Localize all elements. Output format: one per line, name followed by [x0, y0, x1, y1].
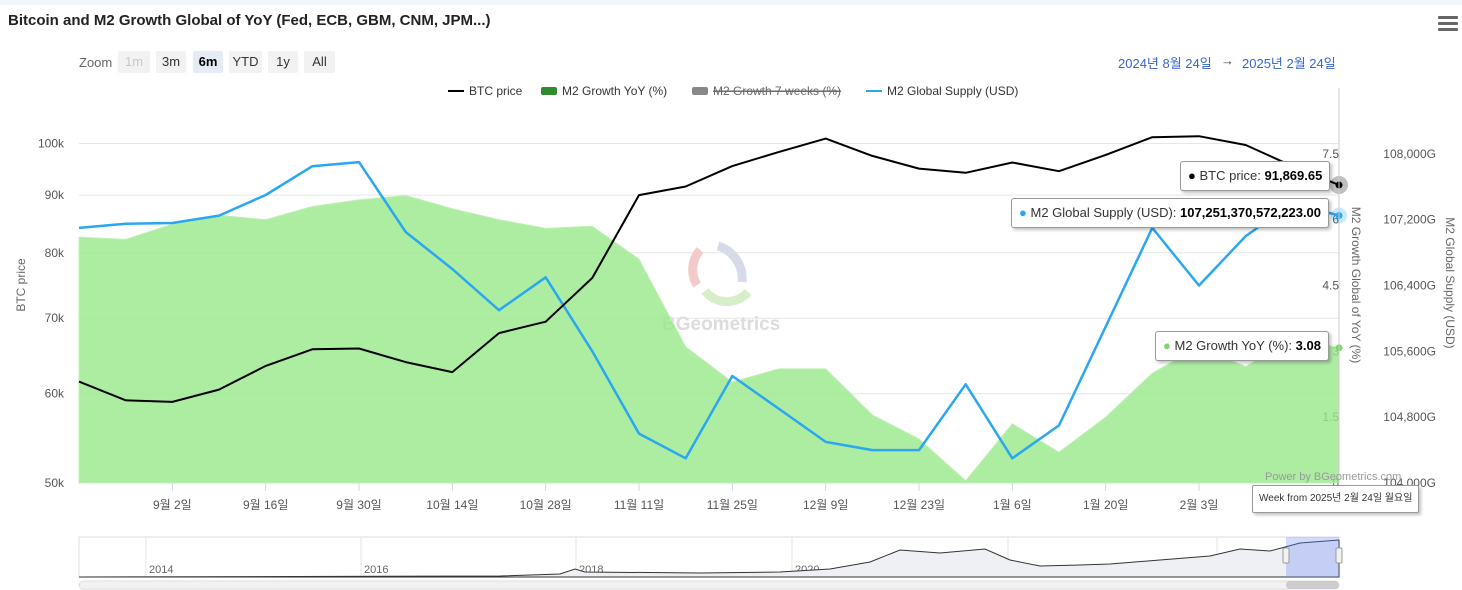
x-axis-tick-label: 12월 23일: [893, 498, 945, 512]
tooltip-date: Week from 2025년 2월 24일 월요일: [1252, 485, 1420, 513]
x-axis-tick-label: 2월 3일: [1180, 498, 1219, 512]
x-axis-tick-label: 9월 30일: [336, 498, 381, 512]
navigator-selection: [1286, 537, 1339, 577]
supply-axis-title: M2 Global Supply (USD): [1443, 217, 1457, 348]
watermark-text: BGeometrics: [662, 314, 781, 335]
series-m2-growth-area: [78, 194, 1340, 484]
btc-axis-tick-label: 80k: [45, 246, 65, 260]
tooltip-growth-dot-icon: ●: [1163, 338, 1171, 353]
navigator-series: [78, 539, 1340, 578]
navigator-year-label: 2016: [364, 564, 388, 576]
x-axis-tick-label: 11월 11일: [614, 498, 664, 512]
btc-axis-tick-label: 100k: [38, 137, 65, 151]
legend-item[interactable]: M2 Global Supply (USD): [866, 84, 1018, 98]
series-btc-line: [78, 135, 1340, 403]
tooltip-supply-dot-icon: ●: [1019, 205, 1027, 220]
tooltip-supply-label: M2 Global Supply (USD):: [1030, 205, 1181, 220]
x-axis-tick-label: 9월 2일: [153, 498, 192, 512]
zoom-ytd-button[interactable]: YTD: [229, 51, 262, 73]
x-axis-tick-label: 11월 25일: [707, 498, 758, 512]
tooltip-supply: ● M2 Global Supply (USD): 107,251,370,57…: [1011, 198, 1330, 228]
range-from-date[interactable]: 2024년 8월 24일: [1118, 56, 1212, 71]
series-m2-supply-line: [78, 160, 1340, 460]
zoom-1y-button[interactable]: 1y: [268, 51, 298, 73]
chart-title: Bitcoin and M2 Growth Global of YoY (Fed…: [8, 12, 491, 29]
tooltip-btc-value: 91,869.65: [1264, 168, 1323, 183]
supply-axis-tick-label: 106,400G: [1383, 279, 1436, 293]
x-axis-tick-label: 9월 16일: [243, 498, 288, 512]
x-axis-tick-label: 12월 9일: [803, 498, 848, 512]
btc-axis-tick-label: 60k: [45, 387, 65, 401]
pct-axis-tick-label: 4.5: [1322, 279, 1339, 293]
btc-axis-tick-label: 90k: [45, 188, 65, 202]
range-to-date[interactable]: 2025년 2월 24일: [1242, 56, 1336, 71]
zoom-1m-button[interactable]: 1m: [118, 51, 150, 73]
btc-axis-title: BTC price: [14, 258, 28, 312]
tooltip-growth: ● M2 Growth YoY (%): 3.08: [1155, 331, 1329, 361]
navigator-scrollbar[interactable]: [78, 580, 1340, 590]
tooltip-btc: ● BTC price: 91,869.65: [1180, 161, 1331, 191]
navigator-left-handle[interactable]: [1282, 547, 1290, 564]
tooltip-growth-value: 3.08: [1295, 338, 1321, 353]
navigator: 201420162018202020222024: [78, 536, 1343, 590]
supply-axis-tick-label: 105,600G: [1383, 344, 1436, 358]
legend-item[interactable]: M2 Growth YoY (%): [541, 84, 667, 98]
x-axis-tick-label: 10월 14일: [426, 498, 478, 512]
legend-item[interactable]: BTC price: [448, 84, 523, 98]
top-strip: [0, 0, 1462, 5]
zoom-label: Zoom: [79, 55, 113, 70]
btc-axis-tick-label: 50k: [45, 476, 65, 490]
pct-axis-tick-label: 7.5: [1322, 147, 1339, 161]
watermark-logo-icon: [688, 241, 752, 307]
zoom-6m-button[interactable]: 6m: [193, 51, 223, 73]
legend-item[interactable]: M2 Growth 7 weeks (%): [692, 84, 842, 98]
hamburger-menu-icon[interactable]: [1438, 16, 1458, 34]
navigator-scrollbar-thumb[interactable]: [1286, 581, 1339, 589]
legend-label: BTC price: [469, 84, 523, 98]
logo-arc-green: [701, 287, 752, 307]
legend-symbol-7weeks: [692, 87, 708, 95]
x-axis-tick-label: 1월 20일: [1083, 498, 1128, 512]
legend-label: M2 Growth YoY (%): [562, 84, 667, 98]
legend-label: M2 Global Supply (USD): [887, 84, 1018, 98]
navigator-year-label: 2014: [149, 564, 173, 576]
pct-axis-tick-label: 6: [1332, 213, 1339, 227]
x-axis-tick-label: 1월 6일: [993, 498, 1032, 512]
zoom-3m-button[interactable]: 3m: [156, 51, 186, 73]
supply-axis-tick-label: 107,200G: [1383, 213, 1436, 227]
credit-link[interactable]: Power by BGeometrics.com: [1265, 471, 1402, 483]
legend: BTC price M2 Growth YoY (%) M2 Growth 7 we…: [448, 84, 1018, 98]
tooltip-btc-label: BTC price:: [1199, 168, 1265, 183]
range-arrow: →: [1221, 53, 1234, 68]
pct-axis-title: M2 Growth Global of YoY (%): [1349, 207, 1363, 364]
tooltip-supply-value: 107,251,370,572,223.00: [1180, 205, 1322, 220]
btc-axis-tick-label: 70k: [45, 311, 65, 325]
navigator-right-handle[interactable]: [1335, 547, 1343, 564]
tooltip-growth-label: M2 Growth YoY (%):: [1174, 338, 1296, 353]
supply-axis-tick-label: 108,000G: [1383, 147, 1436, 161]
tooltip-btc-dot-icon: ●: [1188, 168, 1196, 183]
x-axis-tick-label: 10월 28일: [520, 498, 572, 512]
navigator-frame: [78, 536, 1340, 578]
logo-arc-red: [688, 247, 704, 288]
supply-axis-tick-label: 104,800G: [1383, 410, 1436, 424]
logo-arc-blue: [716, 241, 747, 283]
legend-symbol-growth: [541, 87, 557, 95]
zoom-all-button[interactable]: All: [304, 51, 335, 73]
